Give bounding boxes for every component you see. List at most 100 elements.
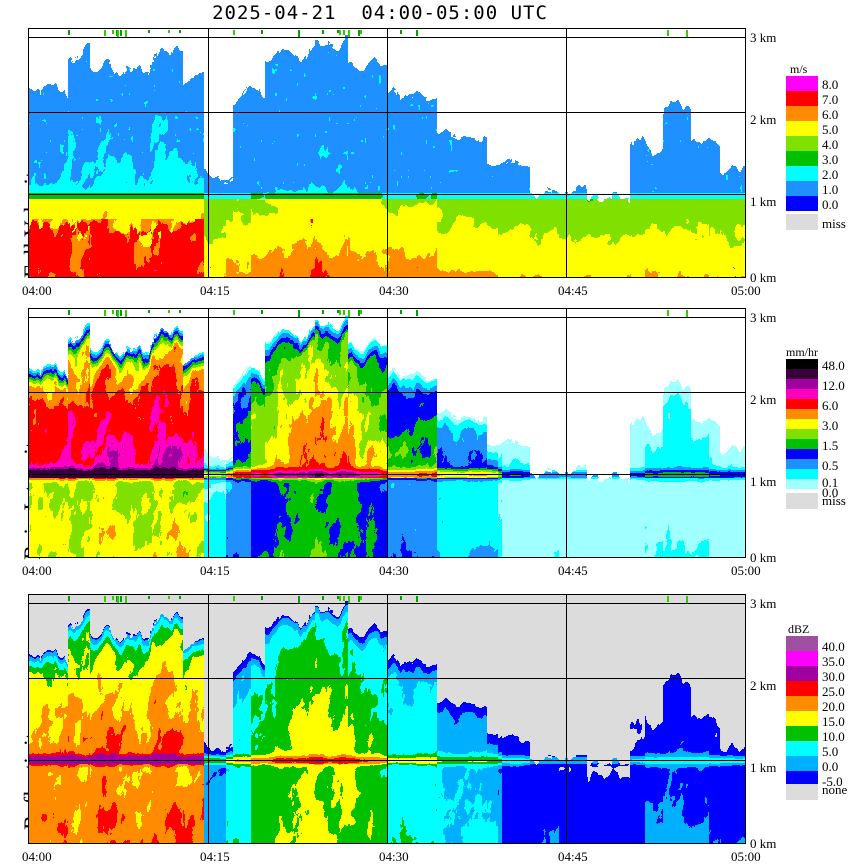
colorbar-tick-label: 0.1 [822, 475, 839, 490]
xtick-0430-p3: 04:30 [379, 849, 409, 864]
colorbar-swatch [786, 666, 818, 681]
colorbar-units-reflectivity: dBZ [788, 622, 810, 636]
ytick-0km-p2: 0 km [750, 550, 777, 565]
colorbar-missing-swatch-fall-velocity [786, 214, 818, 230]
colorbar-swatch [786, 136, 818, 151]
xtick-0415-p1: 04:15 [200, 283, 230, 298]
colorbar-missing-label-rain-intensity: miss [822, 493, 846, 508]
colorbar-swatch [786, 429, 818, 439]
xtick-0415-p3: 04:15 [200, 849, 230, 864]
colorbar-tick-label: 48.0 [822, 358, 845, 373]
xtick-0430-p2: 04:30 [379, 563, 409, 578]
colorbar-tick-label: 0.0 [822, 759, 839, 774]
colorbar-tick-label: 3.0 [822, 418, 839, 433]
colorbar-tick-label: 1.0 [822, 182, 839, 197]
colorbar-tick-label: 0.0 [822, 485, 839, 500]
colorbar-missing-swatch-reflectivity [786, 784, 818, 800]
colorbar-tick-label: 30.0 [822, 669, 845, 684]
ytick-1km-p1: 1 km [750, 194, 777, 209]
xtick-0400-p3: 04:00 [22, 849, 52, 864]
colorbar-swatch [786, 696, 818, 711]
colorbar-swatch [786, 771, 818, 786]
colorbar-swatch [786, 379, 818, 389]
plot-area-reflectivity[interactable] [28, 594, 746, 844]
colorbar-swatch [786, 151, 818, 166]
colorbar-swatch [786, 409, 818, 419]
colorbar-swatch [786, 419, 818, 429]
colorbar-swatch [786, 166, 818, 181]
ytick-3km-p2: 3 km [750, 310, 777, 325]
xtick-0445-p1: 04:45 [558, 283, 588, 298]
colorbar-swatch [786, 479, 818, 489]
xtick-0500-p3: 05:00 [731, 849, 761, 864]
colorbar-swatch [786, 726, 818, 741]
colorbar-tick-label: 10.0 [822, 729, 845, 744]
colorbar-swatch [786, 76, 818, 91]
ytick-0km-p3: 0 km [750, 836, 777, 851]
ytick-0km-p1: 0 km [750, 270, 777, 285]
colorbar-swatch [786, 741, 818, 756]
colorbar-tick-label: 8.0 [822, 77, 839, 92]
colorbar-swatch [786, 91, 818, 106]
ytick-1km-p3: 1 km [750, 760, 777, 775]
colorbar-tick-label: -5.0 [822, 774, 843, 789]
colorbar-swatch [786, 369, 818, 379]
colorbar-swatch [786, 651, 818, 666]
xtick-0415-p2: 04:15 [200, 563, 230, 578]
colorbar-tick-label: 40.0 [822, 639, 845, 654]
colorbar-swatch [786, 106, 818, 121]
colorbar-swatch [786, 359, 818, 369]
colorbar-tick-label: 5.0 [822, 744, 839, 759]
plot-area-rain-intensity[interactable] [28, 308, 746, 558]
colorbar-strip-fall-velocity [786, 76, 818, 211]
page-title: 2025-04-21 04:00-05:00 UTC [212, 2, 548, 24]
colorbar-swatch [786, 469, 818, 479]
colorbar-strip-rain-intensity [786, 359, 818, 489]
xtick-0445-p2: 04:45 [558, 563, 588, 578]
colorbar-swatch [786, 636, 818, 651]
colorbar-swatch [786, 121, 818, 136]
radar-image-fall-velocity [29, 29, 745, 277]
ytick-1km-p2: 1 km [750, 474, 777, 489]
colorbar-tick-label: 5.0 [822, 122, 839, 137]
colorbar-tick-label: 6.0 [822, 398, 839, 413]
plot-area-fall-velocity[interactable] [28, 28, 746, 278]
colorbar-tick-label: 35.0 [822, 654, 845, 669]
colorbar-units-fall-velocity: m/s [790, 62, 808, 76]
ytick-3km-p3: 3 km [750, 596, 777, 611]
colorbar-swatch [786, 399, 818, 409]
xtick-0430-p1: 04:30 [379, 283, 409, 298]
colorbar-swatch [786, 196, 818, 211]
xtick-0400-p1: 04:00 [22, 283, 52, 298]
colorbar-swatch [786, 459, 818, 469]
colorbar-missing-swatch-rain-intensity [786, 493, 818, 509]
colorbar-swatch [786, 756, 818, 771]
colorbar-swatch [786, 449, 818, 459]
colorbar-swatch [786, 389, 818, 399]
colorbar-swatch [786, 439, 818, 449]
colorbar-missing-label-fall-velocity: miss [822, 216, 846, 231]
colorbar-swatch [786, 181, 818, 196]
colorbar-tick-label: 7.0 [822, 92, 839, 107]
colorbar-tick-label: 4.0 [822, 137, 839, 152]
colorbar-strip-reflectivity [786, 636, 818, 786]
xtick-0500-p2: 05:00 [731, 563, 761, 578]
xtick-0500-p1: 05:00 [731, 283, 761, 298]
colorbar-tick-label: 20.0 [822, 699, 845, 714]
colorbar-tick-label: 12.0 [822, 378, 845, 393]
colorbar-tick-label: 15.0 [822, 714, 845, 729]
colorbar-tick-label: 25.0 [822, 684, 845, 699]
ytick-2km-p2: 2 km [750, 392, 777, 407]
radar-image-reflectivity [29, 595, 745, 843]
ytick-2km-p3: 2 km [750, 678, 777, 693]
ytick-3km-p1: 3 km [750, 30, 777, 45]
radar-image-rain-intensity [29, 309, 745, 557]
colorbar-tick-label: 3.0 [822, 152, 839, 167]
ytick-2km-p1: 2 km [750, 112, 777, 127]
colorbar-tick-label: 1.5 [822, 438, 839, 453]
xtick-0445-p3: 04:45 [558, 849, 588, 864]
colorbar-tick-label: 0.5 [822, 458, 839, 473]
colorbar-swatch [786, 681, 818, 696]
colorbar-tick-label: 2.0 [822, 167, 839, 182]
colorbar-units-rain-intensity: mm/hr [786, 345, 818, 359]
